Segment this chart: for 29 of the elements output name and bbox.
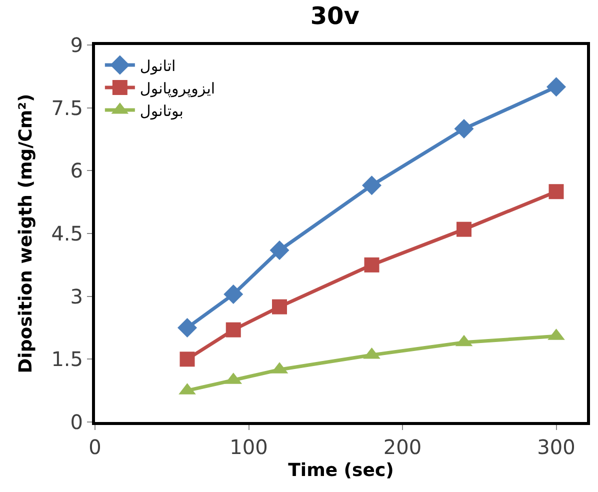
x-tick-label: 0 (88, 435, 102, 459)
y-tick-label: 3 (70, 284, 83, 308)
y-axis-title: Diposition weigth (mg/Cm²) (15, 94, 36, 374)
y-tick-label: 7.5 (51, 96, 83, 120)
x-tick-label: 200 (383, 435, 422, 459)
y-tick-label: 1.5 (51, 347, 83, 372)
point (362, 176, 382, 196)
y-tick-label: 9 (70, 33, 83, 57)
point (454, 119, 474, 139)
point (364, 257, 380, 272)
y-tick-label: 4.5 (51, 222, 83, 246)
legend-label: بوتانول (140, 102, 184, 120)
x-tick-label: 100 (230, 435, 268, 459)
point (180, 352, 195, 367)
point (226, 322, 241, 338)
legend-label: اتانول (140, 56, 176, 75)
chart-title: 30v (310, 2, 360, 30)
legend-label: ایزوپروپانول (140, 79, 216, 98)
point (546, 77, 566, 97)
point (272, 299, 287, 314)
x-axis-title: Time (sec) (288, 460, 394, 482)
y-tick-label: 6 (70, 158, 83, 183)
point (548, 184, 564, 200)
point (270, 240, 290, 260)
y-tick-label: 0 (70, 410, 83, 434)
point (178, 318, 197, 338)
point (224, 284, 244, 304)
x-tick-label: 300 (537, 435, 576, 459)
point (456, 222, 472, 237)
